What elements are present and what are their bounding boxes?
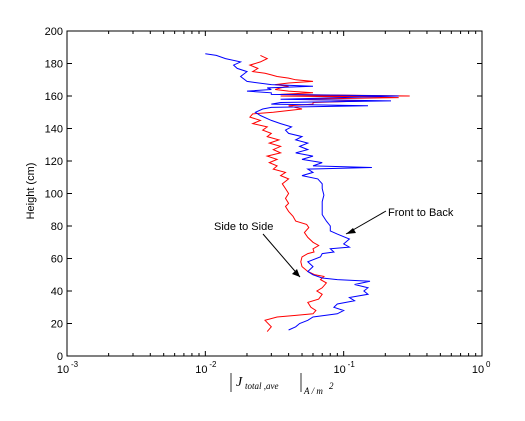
x-label-subscript: total ,ave bbox=[245, 381, 279, 391]
x-label-units: A / m bbox=[303, 386, 323, 396]
x-tick-label: 10 bbox=[57, 364, 69, 376]
x-tick-exponent: -1 bbox=[348, 360, 356, 369]
x-tick-exponent: 0 bbox=[486, 360, 491, 369]
y-tick-label: 160 bbox=[45, 91, 63, 103]
x-tick-label: 10 bbox=[334, 364, 346, 376]
plot-frame bbox=[66, 30, 483, 357]
y-tick-label: 180 bbox=[45, 59, 63, 71]
x-tick-exponent: -3 bbox=[71, 360, 79, 369]
y-tick-label: 140 bbox=[45, 124, 63, 136]
y-tick-label: 0 bbox=[57, 351, 63, 363]
x-label-units-power: 2 bbox=[329, 381, 334, 391]
x-tick-label: 10 bbox=[472, 364, 484, 376]
annotation-side-to-side: Side to Side bbox=[214, 221, 273, 233]
y-tick-label: 80 bbox=[51, 221, 63, 233]
y-tick-label: 200 bbox=[45, 26, 63, 38]
x-tick-exponent: -2 bbox=[209, 360, 217, 369]
x-axis-label: J total ,ave A / m 2 bbox=[230, 373, 334, 396]
y-tick-label: 20 bbox=[51, 319, 63, 331]
series-line-front-to-back bbox=[205, 53, 399, 331]
plot-content bbox=[205, 53, 410, 332]
x-tick-label: 10 bbox=[195, 364, 207, 376]
y-tick-label: 120 bbox=[45, 156, 63, 168]
y-tick-label: 100 bbox=[45, 189, 63, 201]
y-axis-label: Height (cm) bbox=[25, 163, 37, 220]
annotation-arrowhead-side-to-side bbox=[292, 269, 300, 277]
annotation-front-to-back: Front to Back bbox=[388, 207, 454, 219]
x-label-main: J bbox=[236, 375, 243, 390]
annotation-arrow-side-to-side bbox=[262, 233, 301, 278]
annotation-arrowhead-front-to-back bbox=[346, 228, 356, 234]
annotations: Side to Side Front to Back bbox=[214, 207, 454, 278]
axes-frame bbox=[66, 30, 483, 357]
y-tick-label: 40 bbox=[51, 286, 63, 298]
y-tick-label: 60 bbox=[51, 254, 63, 266]
